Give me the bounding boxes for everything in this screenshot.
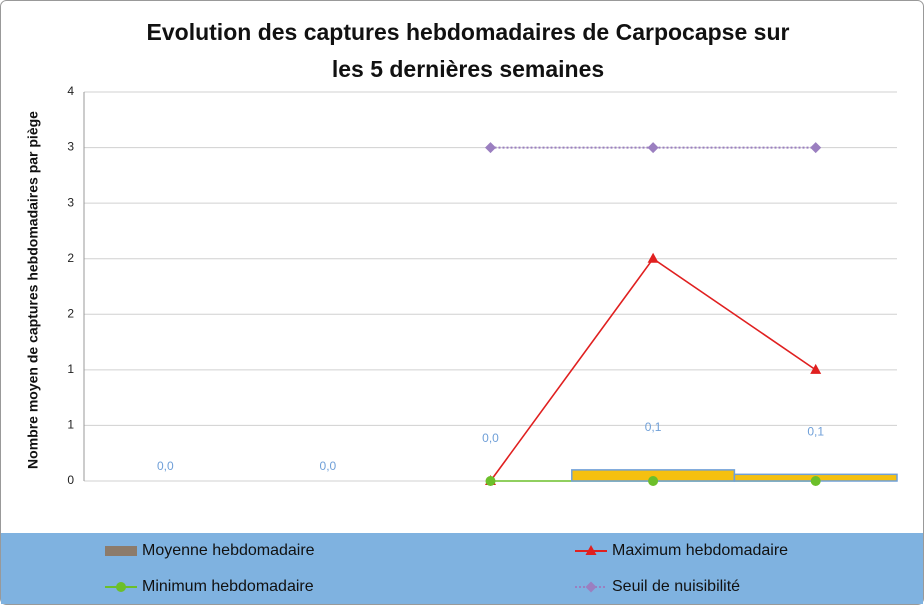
legend-label: Maximum hebdomadaire [612,542,788,559]
legend-background [1,533,923,604]
marker [648,476,659,486]
data-label: 0,0 [157,459,174,473]
y-tick-label: 2 [67,251,74,265]
marker [585,545,597,555]
y-tick-label: 4 [67,84,74,98]
chart-title: les 5 dernières semaines [332,56,604,82]
y-tick-label: 1 [67,362,74,376]
y-tick-label: 3 [67,195,74,209]
marker [647,142,659,154]
y-axis-title: Nombre moyen de captures hebdomadaires p… [25,111,41,469]
legend-label: Moyenne hebdomadaire [142,542,315,559]
chart-title: Evolution des captures hebdomadaires de … [147,19,790,45]
y-tick-label: 0 [67,473,74,487]
legend-label: Minimum hebdomadaire [142,578,314,595]
marker [810,476,821,486]
marker [585,581,597,593]
marker [647,252,659,263]
data-label: 0,1 [807,425,824,439]
marker [485,476,496,486]
data-label: 0,1 [645,420,662,434]
data-label: 0,0 [320,459,337,473]
marker [810,363,822,374]
data-label: 0,0 [482,431,499,445]
y-tick-label: 3 [67,140,74,154]
legend-swatch [105,546,137,556]
y-tick-label: 1 [67,418,74,432]
y-tick-label: 2 [67,306,74,320]
marker [485,142,496,154]
marker [810,142,822,154]
marker [116,582,126,592]
legend-label: Seuil de nuisibilité [612,578,740,595]
